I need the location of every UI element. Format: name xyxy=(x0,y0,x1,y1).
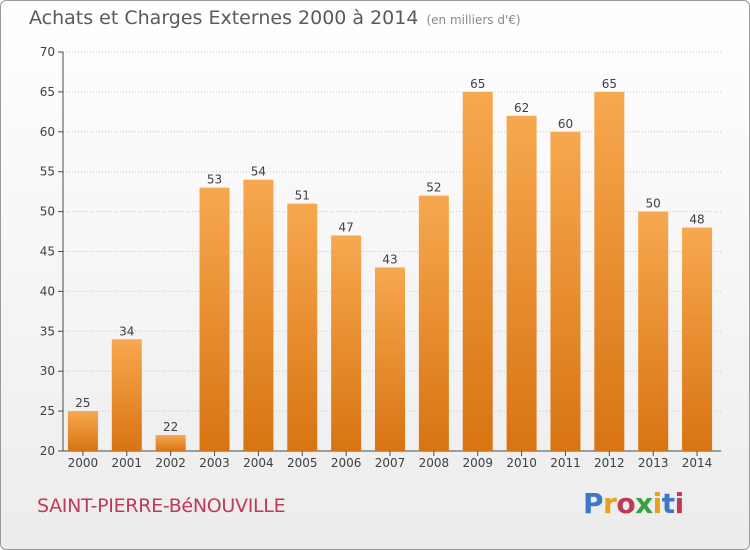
x-tick-label: 2009 xyxy=(462,456,493,470)
y-tick-label: 40 xyxy=(40,284,55,298)
chart-title-text: Achats et Charges Externes 2000 à 2014 xyxy=(29,7,419,29)
bar-value-label: 47 xyxy=(338,221,353,235)
y-tick-label: 30 xyxy=(40,364,55,378)
x-tick-label: 2012 xyxy=(594,456,625,470)
x-tick-label: 2005 xyxy=(287,456,318,470)
y-tick-label: 35 xyxy=(40,324,55,338)
bar-value-label: 50 xyxy=(646,197,661,211)
chart-subtitle: (en milliers d'€) xyxy=(426,13,521,27)
x-tick-label: 2010 xyxy=(506,456,537,470)
bar-value-label: 51 xyxy=(295,189,310,203)
x-tick-label: 2013 xyxy=(638,456,669,470)
x-tick-label: 2001 xyxy=(112,456,143,470)
y-tick-label: 45 xyxy=(40,245,55,259)
bar xyxy=(243,179,274,451)
bar-value-label: 48 xyxy=(689,213,704,227)
y-tick-label: 20 xyxy=(40,444,55,458)
bar xyxy=(375,267,405,451)
bar xyxy=(638,211,669,451)
x-tick-label: 2000 xyxy=(68,456,99,470)
logo-letter: r xyxy=(603,487,617,520)
logo-letter: t xyxy=(661,487,675,520)
bar-value-label: 43 xyxy=(382,252,397,266)
x-tick-label: 2003 xyxy=(199,456,230,470)
x-tick-label: 2006 xyxy=(331,456,362,470)
y-tick-label: 65 xyxy=(40,85,55,99)
bar xyxy=(594,91,625,452)
x-tick-label: 2004 xyxy=(243,456,274,470)
bar-value-label: 22 xyxy=(163,420,178,434)
bar-value-label: 52 xyxy=(426,181,441,195)
bar xyxy=(67,411,98,451)
bar xyxy=(418,195,449,451)
bar-value-label: 60 xyxy=(558,117,573,131)
bar xyxy=(462,91,493,452)
bar xyxy=(331,235,362,451)
bar-value-label: 34 xyxy=(119,324,134,338)
proxiti-logo: Proxiti xyxy=(583,487,684,520)
logo-letter: P xyxy=(583,487,604,520)
x-tick-label: 2011 xyxy=(550,456,581,470)
bar-value-label: 65 xyxy=(470,77,485,91)
logo-letter: o xyxy=(616,487,636,520)
y-tick-label: 50 xyxy=(40,205,55,219)
bar-value-label: 53 xyxy=(207,173,222,187)
chart-title: Achats et Charges Externes 2000 à 2014 (e… xyxy=(29,7,521,29)
bar xyxy=(682,227,713,451)
city-name: SAINT-PIERRE-BéNOUVILLE xyxy=(37,495,286,517)
bar-value-label: 65 xyxy=(602,77,617,91)
logo-letter: x xyxy=(635,487,653,520)
bar xyxy=(111,339,142,451)
bar-value-label: 25 xyxy=(75,396,90,410)
bar xyxy=(287,203,318,451)
bar-value-label: 62 xyxy=(514,101,529,115)
y-tick-label: 70 xyxy=(40,45,55,59)
x-tick-label: 2007 xyxy=(375,456,406,470)
bar-value-label: 54 xyxy=(251,165,266,179)
logo-letter: i xyxy=(674,487,685,520)
bar xyxy=(199,187,230,451)
x-tick-label: 2014 xyxy=(682,456,713,470)
y-tick-label: 55 xyxy=(40,165,55,179)
y-tick-label: 25 xyxy=(40,404,55,418)
x-tick-label: 2002 xyxy=(155,456,186,470)
y-tick-label: 60 xyxy=(40,125,55,139)
x-tick-label: 2008 xyxy=(419,456,450,470)
bar xyxy=(155,435,186,451)
bar xyxy=(506,115,537,451)
bar xyxy=(550,131,581,452)
logo-letter: i xyxy=(652,487,663,520)
